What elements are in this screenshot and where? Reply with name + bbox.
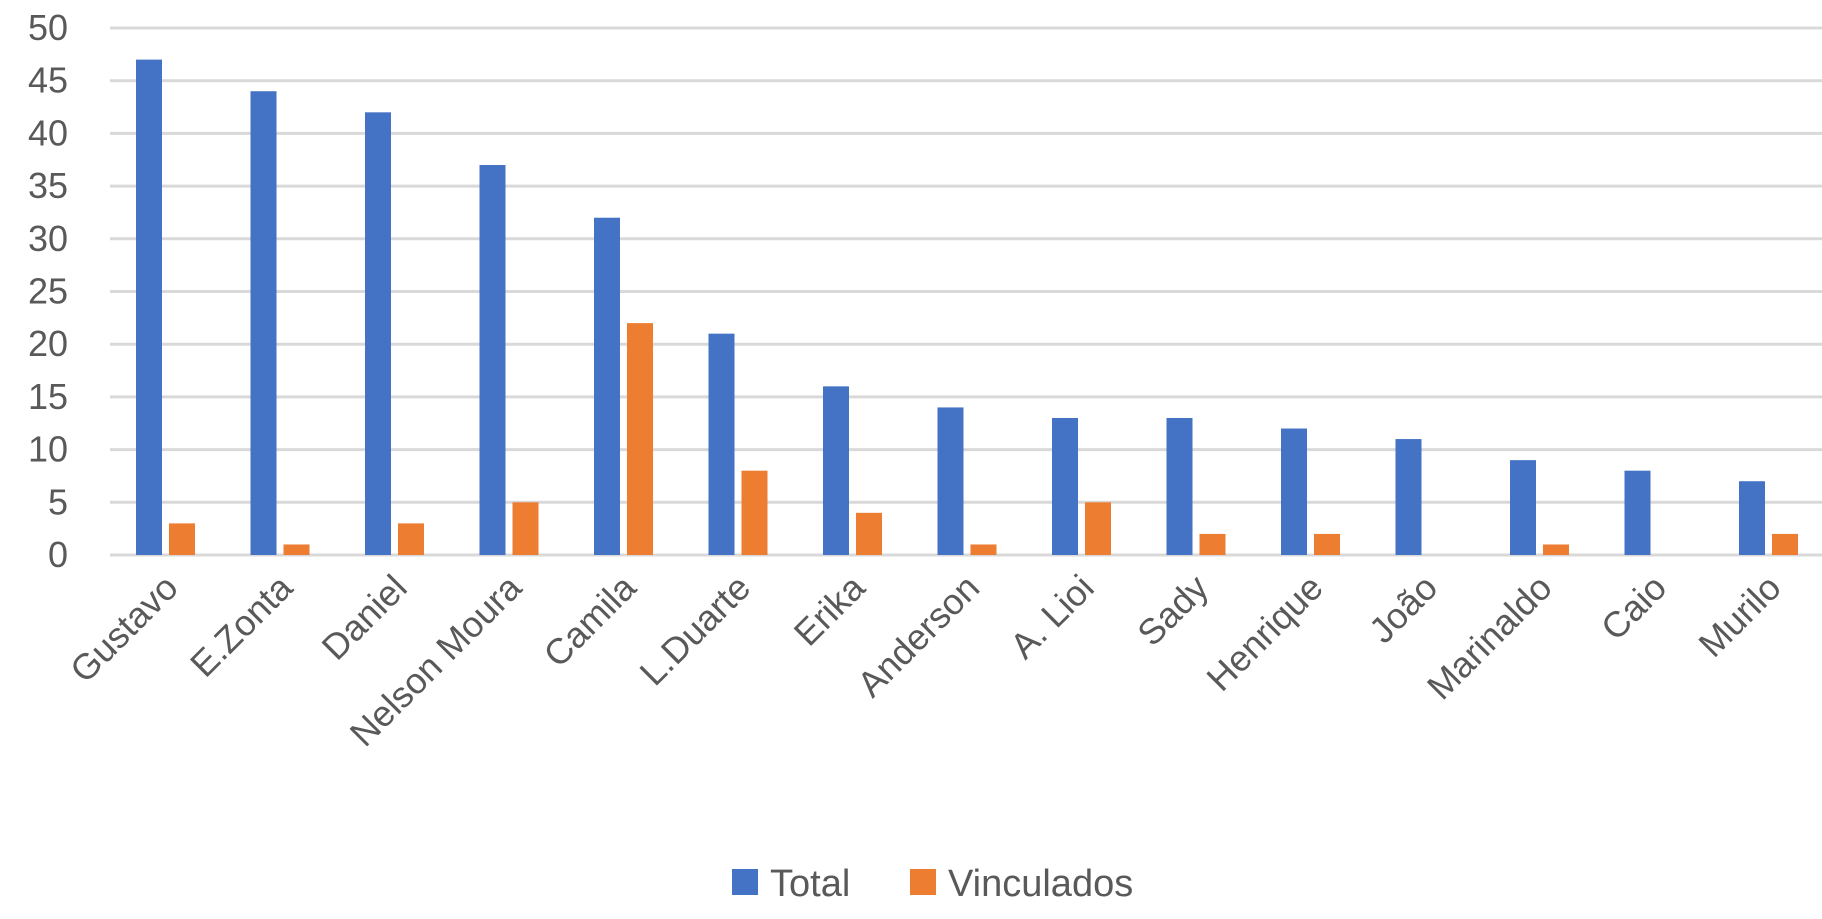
- y-tick-label: 45: [28, 60, 68, 101]
- bar-vinculados-2: [398, 523, 424, 555]
- bar-vinculados-9: [1199, 533, 1226, 555]
- bar-vinculados-10: [1314, 533, 1340, 555]
- bar-vinculados-1: [283, 544, 310, 555]
- bar-total-13: [1624, 470, 1651, 555]
- bar-vinculados-0: [169, 523, 195, 555]
- bar-total-11: [1395, 439, 1422, 555]
- x-category-label: Daniel: [313, 567, 414, 668]
- legend-label-total: Total: [770, 863, 850, 905]
- bar-total-14: [1739, 481, 1765, 555]
- x-category-label: Henrique: [1198, 567, 1330, 699]
- y-tick-label: 20: [28, 323, 68, 364]
- bar-vinculados-4: [627, 323, 653, 555]
- bar-total-0: [136, 59, 162, 556]
- legend-swatch-vinculados: [910, 869, 936, 895]
- legend: Total Vinculados: [732, 863, 1133, 905]
- x-category-label: Murilo: [1690, 567, 1788, 665]
- bar-total-12: [1510, 460, 1536, 555]
- bars: [136, 59, 1798, 556]
- y-tick-label: 10: [28, 429, 68, 470]
- y-tick-label: 0: [48, 534, 68, 575]
- bar-total-8: [1052, 417, 1078, 555]
- x-category-label: Gustavo: [62, 567, 186, 691]
- y-tick-label: 25: [28, 271, 68, 312]
- bar-total-1: [250, 91, 277, 556]
- x-category-label: L.Duarte: [632, 567, 759, 694]
- x-category-label: Erika: [786, 566, 874, 654]
- bar-vinculados-6: [856, 512, 882, 555]
- x-category-label: Marinaldo: [1419, 567, 1560, 708]
- x-category-label: Camila: [535, 566, 644, 675]
- bar-total-3: [479, 165, 506, 555]
- legend-label-vinculados: Vinculados: [948, 863, 1133, 905]
- y-tick-label: 5: [48, 481, 68, 522]
- bar-total-10: [1281, 428, 1307, 555]
- bar-total-9: [1166, 417, 1193, 555]
- bar-total-5: [708, 333, 735, 555]
- legend-swatch-total: [732, 869, 758, 895]
- bar-vinculados-12: [1543, 544, 1569, 555]
- bar-total-4: [594, 217, 620, 555]
- y-tick-label: 40: [28, 112, 68, 153]
- gridlines: [110, 26, 1822, 557]
- x-category-label: A. Lioi: [1002, 567, 1102, 667]
- bar-vinculados-8: [1085, 502, 1111, 555]
- bar-total-6: [823, 386, 849, 555]
- x-category-label: Caio: [1593, 567, 1674, 648]
- bar-vinculados-3: [512, 502, 539, 555]
- x-category-label: João: [1361, 567, 1445, 651]
- y-tick-label: 50: [28, 7, 68, 48]
- bar-total-2: [365, 112, 391, 555]
- y-tick-label: 30: [28, 218, 68, 259]
- bar-vinculados-7: [970, 544, 997, 555]
- y-tick-label: 15: [28, 376, 68, 417]
- bar-total-7: [937, 407, 964, 555]
- y-tick-label: 35: [28, 165, 68, 206]
- x-category-label: Sady: [1129, 567, 1216, 654]
- bar-vinculados-14: [1772, 533, 1798, 555]
- x-category-label: E.Zonta: [182, 566, 301, 685]
- x-category-label: Anderson: [849, 567, 987, 705]
- bar-vinculados-5: [741, 470, 768, 555]
- y-axis-ticks: 0 5 10 15 20 25 30 35 40 45 50: [28, 7, 68, 575]
